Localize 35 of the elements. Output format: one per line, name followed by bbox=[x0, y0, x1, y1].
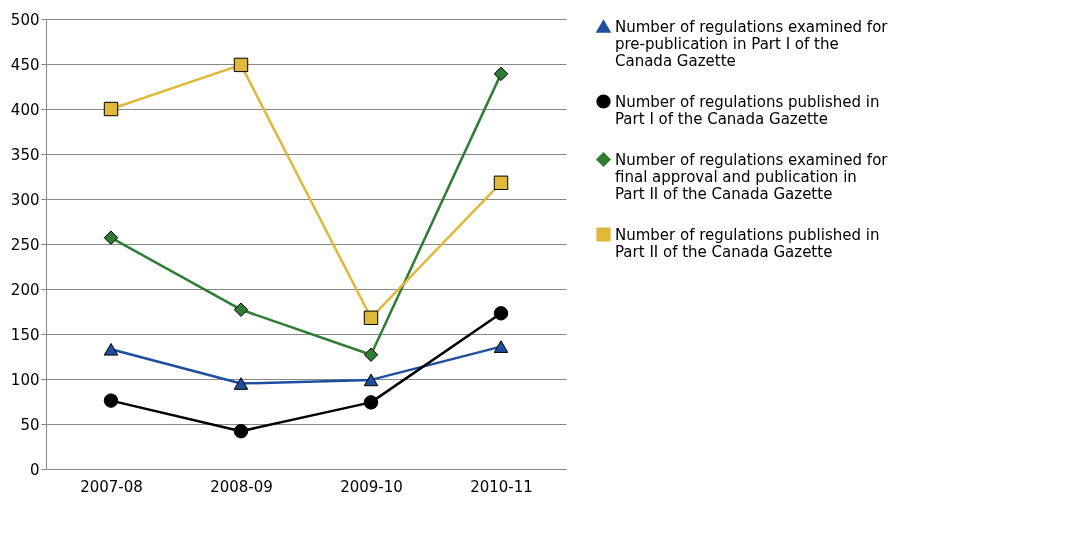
point bbox=[363, 373, 379, 387]
point bbox=[233, 57, 249, 73]
y-tick-label: 250 bbox=[10, 235, 40, 254]
y-tick-label: 500 bbox=[10, 10, 40, 29]
y-tick-label: 50 bbox=[20, 415, 40, 434]
point bbox=[233, 302, 249, 317]
y-tick-label: 0 bbox=[29, 460, 40, 479]
legend-label: Number of regulations published in Part II of the Canada Gazette bbox=[615, 225, 880, 261]
y-tick-label: 350 bbox=[10, 145, 40, 164]
point bbox=[233, 377, 249, 390]
x-tick-label: 2008-09 bbox=[210, 477, 273, 496]
y-tick-label: 100 bbox=[10, 370, 40, 389]
y-tick-label: 150 bbox=[10, 325, 40, 344]
point bbox=[103, 101, 119, 117]
point bbox=[103, 342, 119, 356]
point bbox=[493, 175, 509, 191]
y-tick-label: 200 bbox=[10, 280, 40, 299]
point bbox=[363, 395, 379, 410]
point bbox=[103, 230, 119, 245]
point bbox=[493, 306, 509, 321]
point bbox=[363, 310, 379, 326]
legend-label: Number of regulations examined for pre-publication in Part I of the Canada Gazette bbox=[615, 17, 889, 70]
legend-label: Number of regulations published in Part I of the Canada Gazette bbox=[615, 92, 880, 128]
x-tick-label: 2010-11 bbox=[470, 477, 533, 496]
y-tick-label: 450 bbox=[10, 55, 40, 74]
y-tick-label: 400 bbox=[10, 100, 40, 119]
point bbox=[493, 66, 509, 82]
point bbox=[103, 393, 119, 408]
x-tick-label: 2009-10 bbox=[340, 477, 403, 496]
x-tick-label: 2007-08 bbox=[80, 477, 143, 496]
point bbox=[233, 424, 249, 439]
point bbox=[363, 347, 379, 362]
y-tick-label: 300 bbox=[10, 190, 40, 209]
point bbox=[493, 340, 509, 353]
legend-label: Number of regulations examined for final approval and publication in Part II of the Canada Gazette bbox=[615, 150, 889, 203]
